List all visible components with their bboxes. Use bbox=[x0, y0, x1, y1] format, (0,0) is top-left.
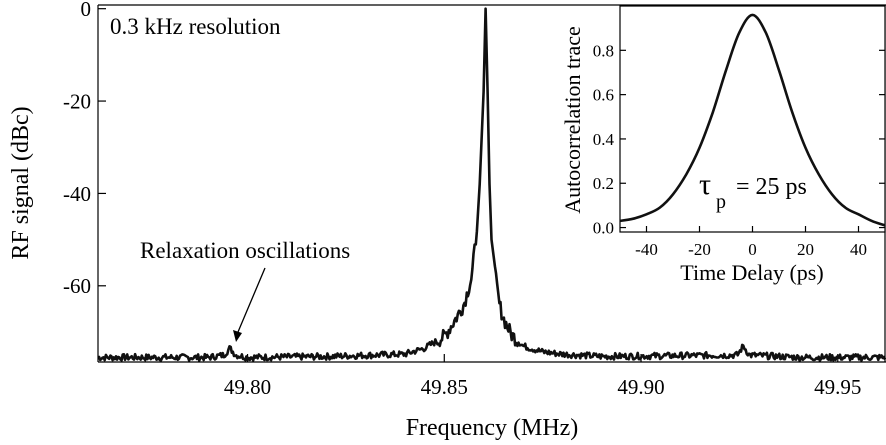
inset-y-axis-label: Autocorrelation trace bbox=[560, 26, 585, 214]
y-tick-label: 0.2 bbox=[593, 174, 614, 193]
inset-frame bbox=[619, 5, 886, 233]
rf-spectrum-trace bbox=[97, 7, 886, 362]
y-tick-label: -20 bbox=[63, 89, 91, 113]
x-tick-label: 20 bbox=[797, 240, 814, 259]
x-tick-label: -20 bbox=[688, 240, 711, 259]
main-ticks: 49.80 49.85 49.90 49.95 0 -20 -40 -60 bbox=[63, 0, 861, 399]
autocorrelation-trace bbox=[619, 13, 886, 227]
x-tick-label: 0 bbox=[748, 240, 757, 259]
x-tick-label: 49.95 bbox=[814, 375, 861, 399]
inset-ticks: -40 -20 0 20 40 0.0 0.2 0.4 0.6 0.8 bbox=[593, 41, 885, 259]
y-tick-label: -40 bbox=[63, 182, 91, 206]
relaxation-arrow bbox=[233, 267, 266, 342]
x-tick-label: 40 bbox=[850, 240, 867, 259]
y-tick-label: 0.8 bbox=[593, 41, 614, 60]
resolution-annotation: 0.3 kHz resolution bbox=[110, 14, 281, 39]
tau-symbol: τ bbox=[699, 168, 711, 201]
x-tick-label: 49.85 bbox=[421, 375, 468, 399]
x-tick-label: 49.90 bbox=[617, 375, 664, 399]
x-tick-label: 49.80 bbox=[224, 375, 271, 399]
pulse-width-value: = 25 ps bbox=[736, 174, 807, 200]
relaxation-oscillations-label: Relaxation oscillations bbox=[140, 238, 350, 263]
inset-autocorrelation-plot: -40 -20 0 20 40 0.0 0.2 0.4 0.6 0.8 Time Delay (p… bbox=[560, 5, 886, 285]
inset-x-axis-label: Time Delay (ps) bbox=[680, 260, 823, 285]
main-y-axis-label: RF signal (dBc) bbox=[8, 106, 34, 259]
tau-subscript: p bbox=[716, 191, 726, 213]
main-x-axis-label: Frequency (MHz) bbox=[406, 415, 579, 441]
main-plot: 49.80 49.85 49.90 49.95 0 -20 -40 -60 Frequency… bbox=[8, 0, 886, 441]
y-tick-label: 0.4 bbox=[593, 130, 615, 149]
pulse-width-annotation: τ p = 25 ps bbox=[699, 168, 807, 213]
y-tick-label: 0.6 bbox=[593, 86, 614, 105]
y-tick-label: 0.0 bbox=[593, 219, 614, 238]
y-tick-label: 0 bbox=[81, 0, 92, 21]
y-tick-label: -60 bbox=[63, 274, 91, 298]
x-tick-label: -40 bbox=[635, 240, 658, 259]
